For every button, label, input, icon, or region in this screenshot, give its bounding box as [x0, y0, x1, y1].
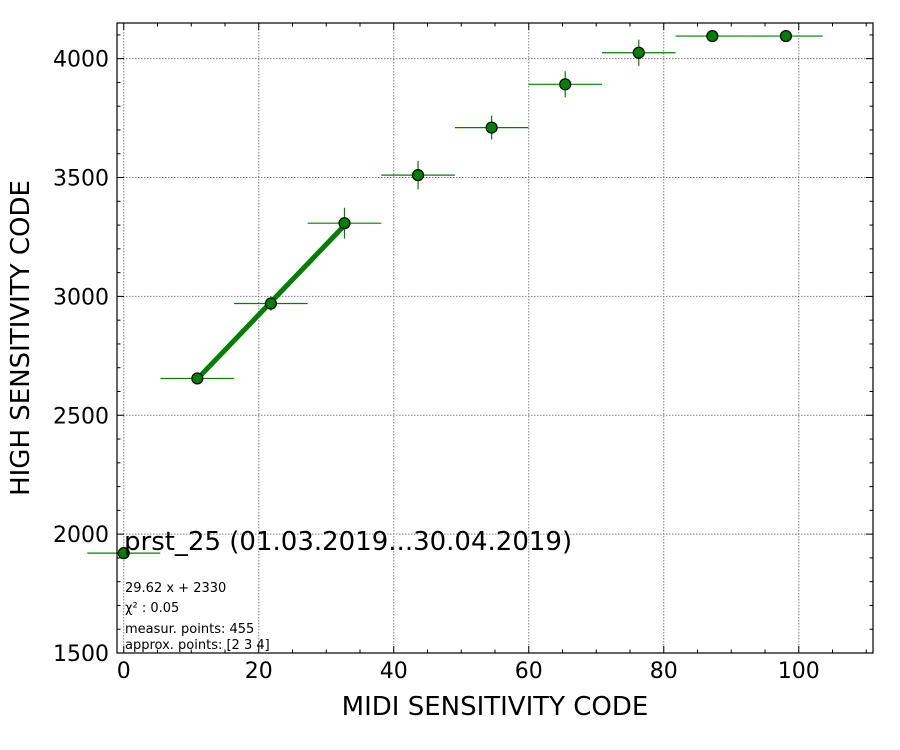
data-point	[779, 29, 793, 43]
data-point	[411, 169, 425, 182]
y-tick-label: 2000	[53, 523, 109, 548]
y-tick-label: 3000	[53, 285, 109, 310]
x-tick-label: 20	[245, 659, 273, 684]
y-tick-label: 3500	[53, 167, 109, 192]
data-point	[706, 29, 719, 43]
chart-title: prst_25 (01.03.2019...30.04.2019)	[124, 527, 572, 557]
data-point	[485, 121, 498, 134]
x-tick-label: 60	[515, 659, 543, 684]
data-point	[338, 217, 351, 230]
y-tick-label: 2500	[53, 404, 109, 429]
y-tick-label: 1500	[53, 642, 109, 667]
x-tick-label: 40	[380, 659, 408, 684]
y-axis-label: HIGH SENSITIVITY CODE	[6, 180, 36, 496]
fit-equation-text: 29.62 x + 2330	[125, 581, 226, 596]
plot-frame	[116, 22, 874, 654]
data-points-group	[87, 29, 823, 560]
x-axis-label: MIDI SENSITIVITY CODE	[342, 692, 649, 722]
data-point	[191, 372, 204, 385]
grid	[117, 23, 873, 654]
measured-points-text: measur. points: 455	[125, 622, 254, 637]
data-point	[117, 547, 130, 560]
chi-square-text: χ² : 0.05	[125, 601, 179, 616]
axis-ticks	[117, 23, 873, 654]
x-tick-label: 0	[117, 659, 131, 684]
x-tick-label: 80	[650, 659, 678, 684]
x-tick-label: 100	[778, 659, 820, 684]
data-point	[264, 297, 277, 310]
y-tick-label: 4000	[53, 48, 109, 73]
approx-points-text: approx. points: [2 3 4]	[125, 638, 270, 653]
tick-labels: 0 20 40 60 80 100 1500 2000 2500 3000 3500 4000	[53, 48, 820, 684]
data-point	[559, 78, 572, 91]
data-point	[632, 46, 645, 59]
